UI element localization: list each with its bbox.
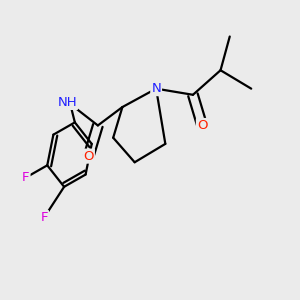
Text: O: O xyxy=(197,119,207,132)
Text: NH: NH xyxy=(57,96,77,109)
Text: F: F xyxy=(40,211,48,224)
Text: O: O xyxy=(83,150,94,163)
Text: F: F xyxy=(22,171,29,184)
Text: N: N xyxy=(151,82,161,95)
